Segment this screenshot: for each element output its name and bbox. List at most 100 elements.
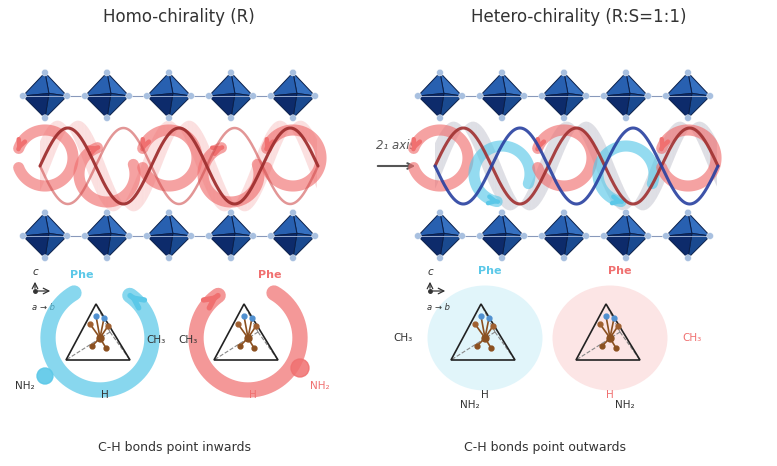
Polygon shape — [542, 73, 568, 96]
Circle shape — [538, 233, 545, 240]
Circle shape — [685, 209, 692, 216]
Circle shape — [499, 69, 505, 76]
Text: H: H — [481, 390, 489, 400]
Text: c: c — [427, 267, 433, 277]
Circle shape — [37, 368, 53, 384]
Circle shape — [290, 69, 296, 76]
Circle shape — [521, 233, 528, 240]
Circle shape — [42, 209, 48, 216]
Polygon shape — [666, 233, 692, 258]
Polygon shape — [626, 233, 648, 258]
Circle shape — [228, 69, 235, 76]
Text: a: a — [427, 303, 432, 312]
Polygon shape — [418, 212, 444, 236]
Circle shape — [476, 93, 483, 99]
Ellipse shape — [552, 286, 667, 391]
Circle shape — [622, 255, 629, 261]
Circle shape — [622, 115, 629, 122]
Polygon shape — [209, 233, 235, 258]
Polygon shape — [23, 233, 49, 258]
Polygon shape — [688, 212, 710, 236]
Polygon shape — [480, 73, 506, 96]
Circle shape — [103, 69, 110, 76]
Text: Homo-chirality (R): Homo-chirality (R) — [103, 8, 255, 26]
Polygon shape — [23, 93, 49, 118]
Circle shape — [42, 115, 48, 122]
Circle shape — [126, 93, 133, 99]
Text: NH₂: NH₂ — [460, 400, 480, 410]
Circle shape — [166, 255, 172, 261]
Text: C-H bonds point inwards: C-H bonds point inwards — [99, 441, 252, 454]
Polygon shape — [440, 212, 462, 236]
Circle shape — [188, 233, 194, 240]
Circle shape — [476, 233, 483, 240]
Polygon shape — [271, 73, 297, 96]
Polygon shape — [626, 212, 648, 236]
Circle shape — [601, 233, 608, 240]
Circle shape — [561, 209, 567, 216]
Polygon shape — [604, 233, 630, 258]
Circle shape — [290, 255, 296, 261]
Text: H: H — [249, 390, 257, 400]
Circle shape — [685, 115, 692, 122]
Circle shape — [499, 255, 505, 261]
Polygon shape — [626, 93, 648, 118]
Polygon shape — [666, 212, 692, 236]
Circle shape — [103, 255, 110, 261]
Polygon shape — [502, 93, 524, 118]
Text: Phe: Phe — [258, 270, 282, 280]
Circle shape — [82, 233, 89, 240]
Polygon shape — [231, 212, 253, 236]
Circle shape — [144, 233, 150, 240]
Polygon shape — [147, 233, 173, 258]
Circle shape — [561, 115, 567, 122]
Circle shape — [561, 69, 567, 76]
Polygon shape — [147, 212, 173, 236]
Circle shape — [126, 233, 133, 240]
Polygon shape — [626, 73, 648, 96]
Text: Phe: Phe — [479, 266, 502, 276]
Polygon shape — [542, 93, 568, 118]
Circle shape — [414, 93, 421, 99]
Polygon shape — [480, 233, 506, 258]
Text: C-H bonds point outwards: C-H bonds point outwards — [464, 441, 626, 454]
Circle shape — [312, 93, 319, 99]
Polygon shape — [45, 73, 67, 96]
Polygon shape — [293, 233, 315, 258]
Circle shape — [499, 115, 505, 122]
Polygon shape — [169, 93, 191, 118]
Circle shape — [499, 209, 505, 216]
Circle shape — [414, 233, 421, 240]
Polygon shape — [440, 73, 462, 96]
Circle shape — [188, 93, 194, 99]
Text: a: a — [32, 303, 37, 312]
Circle shape — [707, 233, 713, 240]
Circle shape — [103, 209, 110, 216]
Polygon shape — [502, 212, 524, 236]
Circle shape — [267, 233, 274, 240]
Circle shape — [291, 359, 309, 377]
Circle shape — [228, 115, 235, 122]
Polygon shape — [107, 73, 129, 96]
Text: CH₃: CH₃ — [179, 335, 198, 345]
Text: CH₃: CH₃ — [394, 333, 413, 343]
Polygon shape — [209, 93, 235, 118]
Polygon shape — [23, 73, 49, 96]
Circle shape — [249, 233, 256, 240]
Polygon shape — [480, 93, 506, 118]
Circle shape — [144, 93, 150, 99]
Circle shape — [583, 233, 590, 240]
Polygon shape — [85, 93, 111, 118]
Polygon shape — [45, 93, 67, 118]
Circle shape — [645, 233, 651, 240]
Polygon shape — [418, 93, 444, 118]
Text: NH₂: NH₂ — [16, 381, 35, 391]
Circle shape — [42, 69, 48, 76]
Polygon shape — [564, 93, 586, 118]
Circle shape — [166, 115, 172, 122]
Polygon shape — [271, 212, 297, 236]
Circle shape — [538, 93, 545, 99]
Polygon shape — [293, 73, 315, 96]
Circle shape — [622, 209, 629, 216]
Polygon shape — [231, 233, 253, 258]
